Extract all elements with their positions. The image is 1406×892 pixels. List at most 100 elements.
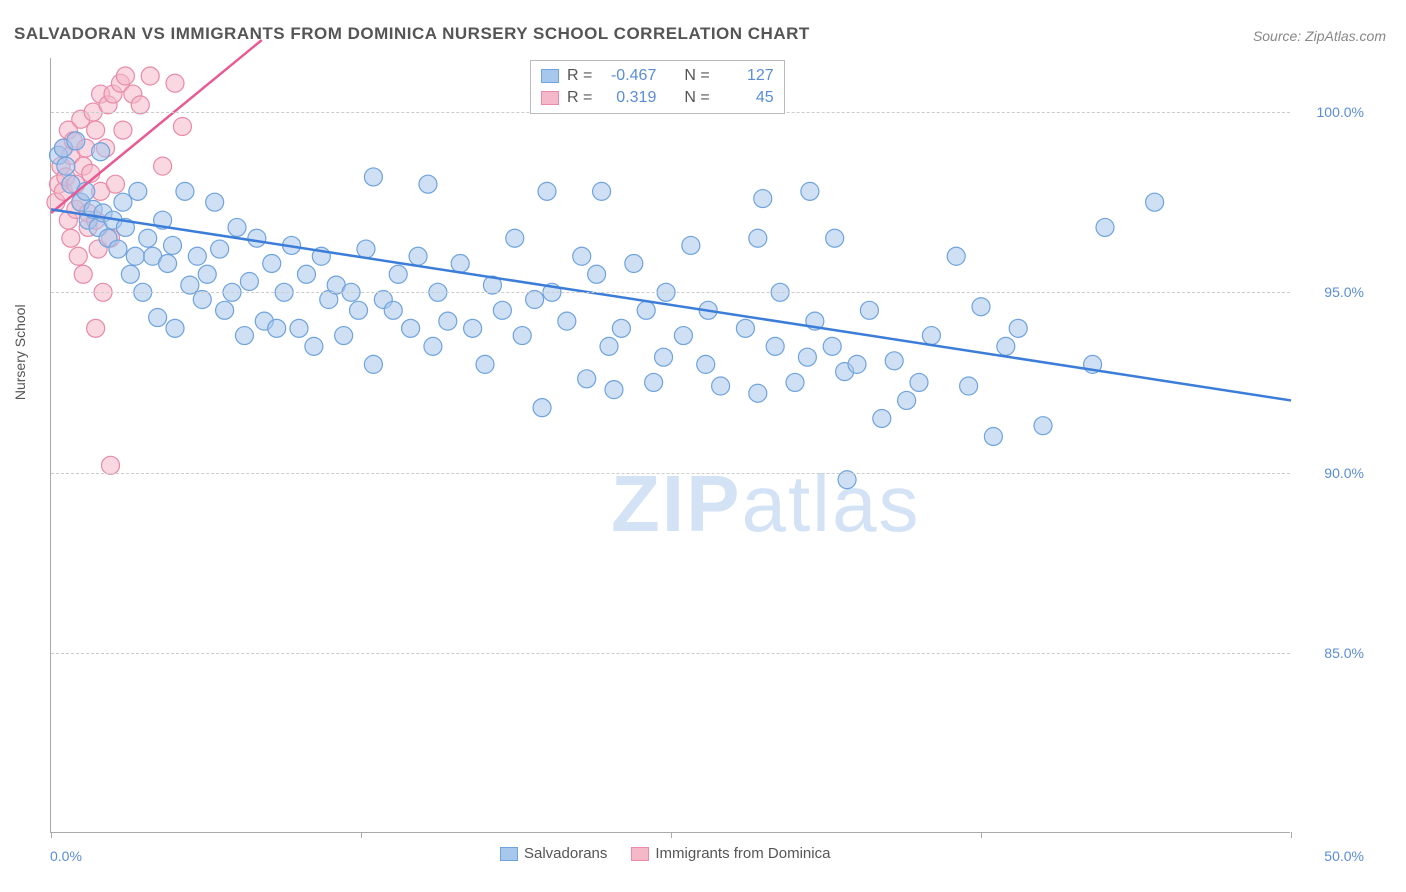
data-point [600,337,618,355]
x-tick-mark [51,832,52,838]
data-point [885,352,903,370]
data-point [801,182,819,200]
data-point [674,327,692,345]
data-point [588,265,606,283]
data-point [240,272,258,290]
data-point [121,265,139,283]
data-point [612,319,630,337]
data-point [305,337,323,355]
source-attribution: Source: ZipAtlas.com [1253,28,1386,44]
data-point [493,301,511,319]
data-point [625,254,643,272]
data-point [910,373,928,391]
chart-title: SALVADORAN VS IMMIGRANTS FROM DOMINICA N… [14,24,810,44]
data-point [997,337,1015,355]
data-point [538,182,556,200]
x-tick-mark [361,832,362,838]
legend-item-series2: Immigrants from Dominica [631,845,830,862]
data-point [637,301,655,319]
data-point [114,121,132,139]
data-point [1096,218,1114,236]
data-point [268,319,286,337]
scatter-svg [51,58,1290,832]
data-point [533,399,551,417]
data-point [823,337,841,355]
data-point [109,240,127,258]
data-point [116,67,134,85]
data-point [139,229,157,247]
data-point [682,236,700,254]
swatch-series1 [541,69,559,83]
legend-label: Salvadorans [524,845,607,862]
data-point [106,175,124,193]
data-point [860,301,878,319]
data-point [357,240,375,258]
x-tick-mark [981,832,982,838]
data-point [712,377,730,395]
data-point [984,427,1002,445]
y-tick-label: 95.0% [1324,284,1364,300]
gridline [51,473,1290,474]
data-point [149,309,167,327]
data-point [424,337,442,355]
data-point [898,391,916,409]
data-point [558,312,576,330]
y-tick-label: 100.0% [1317,104,1364,120]
data-point [67,132,85,150]
data-point [451,254,469,272]
data-point [228,218,246,236]
data-point [176,182,194,200]
x-axis-label-min: 0.0% [50,848,82,864]
swatch-series1 [500,847,518,861]
data-point [402,319,420,337]
data-point [826,229,844,247]
data-point [749,229,767,247]
legend-item-series1: Salvadorans [500,845,607,862]
plot-area: ZIPatlas 100.0%95.0%90.0%85.0% [50,58,1290,833]
data-point [211,240,229,258]
data-point [605,381,623,399]
data-point [235,327,253,345]
data-point [506,229,524,247]
data-point [173,117,191,135]
data-point [114,193,132,211]
data-point [297,265,315,283]
data-point [798,348,816,366]
y-tick-label: 90.0% [1324,465,1364,481]
data-point [159,254,177,272]
gridline [51,653,1290,654]
data-point [749,384,767,402]
data-point [74,265,92,283]
legend-label: Immigrants from Dominica [655,845,830,862]
data-point [947,247,965,265]
gridline [51,292,1290,293]
data-point [248,229,266,247]
data-point [188,247,206,265]
data-point [384,301,402,319]
x-axis-label-max: 50.0% [1324,848,1364,864]
y-tick-label: 85.0% [1324,645,1364,661]
data-point [92,143,110,161]
data-point [154,157,172,175]
data-point [57,157,75,175]
data-point [166,319,184,337]
data-point [263,254,281,272]
data-point [786,373,804,391]
data-point [87,121,105,139]
data-point [1009,319,1027,337]
data-point [364,168,382,186]
data-point [960,377,978,395]
data-point [389,265,407,283]
data-point [206,193,224,211]
swatch-series2 [541,91,559,105]
data-point [736,319,754,337]
data-point [129,182,147,200]
data-point [655,348,673,366]
data-point [766,337,784,355]
data-point [439,312,457,330]
data-point [873,409,891,427]
data-point [126,247,144,265]
data-point [87,319,105,337]
data-point [573,247,591,265]
data-point [164,236,182,254]
